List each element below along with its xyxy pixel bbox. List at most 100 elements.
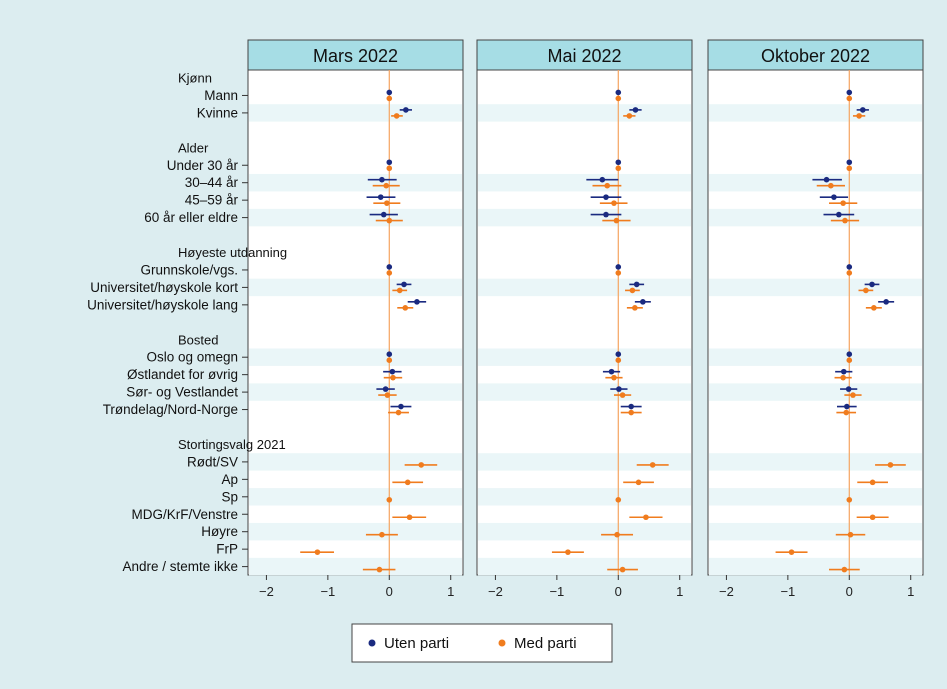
point xyxy=(382,386,389,392)
point xyxy=(377,194,384,200)
point xyxy=(635,479,642,486)
row-label: 45–59 år xyxy=(185,193,239,208)
point xyxy=(856,113,862,119)
x-tick-label: −1 xyxy=(549,584,564,599)
row-label: Sør- og Vestlandet xyxy=(126,385,238,400)
point xyxy=(869,514,876,521)
row-band xyxy=(709,453,922,471)
point xyxy=(615,497,622,503)
row-band xyxy=(709,383,922,401)
point xyxy=(615,351,622,358)
point xyxy=(608,368,615,375)
point xyxy=(406,514,413,521)
point xyxy=(643,514,649,521)
x-tick-label: 0 xyxy=(846,584,853,599)
point xyxy=(379,531,385,538)
x-tick-label: −1 xyxy=(320,584,335,599)
row-band xyxy=(709,173,922,192)
point xyxy=(869,281,875,288)
row-label: Oslo og omegn xyxy=(146,350,238,365)
point xyxy=(611,374,617,381)
row-band xyxy=(249,173,462,192)
row-band xyxy=(709,208,922,227)
point xyxy=(619,392,626,398)
point xyxy=(831,194,837,200)
point xyxy=(846,351,853,358)
legend-marker xyxy=(368,639,376,647)
x-tick-label: 0 xyxy=(386,584,393,599)
point xyxy=(386,217,393,224)
point xyxy=(883,299,889,305)
point xyxy=(386,264,393,270)
point xyxy=(863,287,869,294)
row-label: Under 30 år xyxy=(167,158,239,173)
point xyxy=(384,200,390,206)
point xyxy=(628,403,634,410)
row-label: FrP xyxy=(216,542,238,557)
point xyxy=(386,351,393,358)
legend-label: Med parti xyxy=(514,635,577,652)
point xyxy=(396,287,403,294)
panel-2: Mai 2022 −2 −1 0 1 xyxy=(476,39,693,599)
row-band xyxy=(478,383,691,401)
x-tick-label: −2 xyxy=(719,584,734,599)
row-label: Universitet/høyskole lang xyxy=(87,297,238,312)
group-header: Kjønn xyxy=(178,71,212,86)
point xyxy=(401,281,407,288)
row-band xyxy=(709,522,922,541)
point xyxy=(376,566,383,573)
row-label: Sp xyxy=(221,489,238,504)
row-band xyxy=(249,208,462,227)
row-band xyxy=(478,488,691,506)
point xyxy=(844,403,850,410)
point xyxy=(632,305,638,311)
point xyxy=(404,479,411,486)
point xyxy=(823,176,830,183)
point xyxy=(632,107,639,113)
point xyxy=(836,211,842,218)
row-label: Høyre xyxy=(201,524,238,539)
point xyxy=(403,107,409,113)
point xyxy=(626,113,633,119)
row-band xyxy=(478,208,691,227)
point xyxy=(840,200,846,206)
point xyxy=(649,462,656,468)
row-band xyxy=(249,278,462,297)
point xyxy=(619,566,626,573)
row-label: 60 år eller eldre xyxy=(144,210,238,225)
point xyxy=(860,107,866,113)
x-tick-label: −1 xyxy=(780,584,795,599)
point xyxy=(314,549,321,555)
point xyxy=(390,374,396,381)
panel-header xyxy=(247,39,464,71)
point xyxy=(386,165,393,172)
row-label: 30–44 år xyxy=(185,175,239,190)
row-band xyxy=(478,104,691,122)
point xyxy=(869,479,876,486)
point xyxy=(788,549,795,555)
point xyxy=(380,211,387,218)
group-header: Bosted xyxy=(178,332,218,347)
row-band xyxy=(478,278,691,297)
point xyxy=(615,165,622,172)
point xyxy=(841,566,848,573)
point xyxy=(846,95,853,102)
point xyxy=(828,182,834,189)
row-band xyxy=(709,488,922,506)
x-tick-label: −2 xyxy=(488,584,503,599)
point xyxy=(616,386,622,392)
row-band xyxy=(249,488,462,506)
point xyxy=(386,497,393,503)
point xyxy=(615,89,622,96)
point xyxy=(846,165,853,172)
point xyxy=(846,497,853,503)
point xyxy=(615,159,622,166)
point xyxy=(386,89,393,96)
point xyxy=(629,287,636,294)
point xyxy=(389,368,396,375)
row-label: Østlandet for øvrig xyxy=(127,367,238,382)
legend-label: Uten parti xyxy=(384,635,449,652)
point xyxy=(615,95,622,102)
